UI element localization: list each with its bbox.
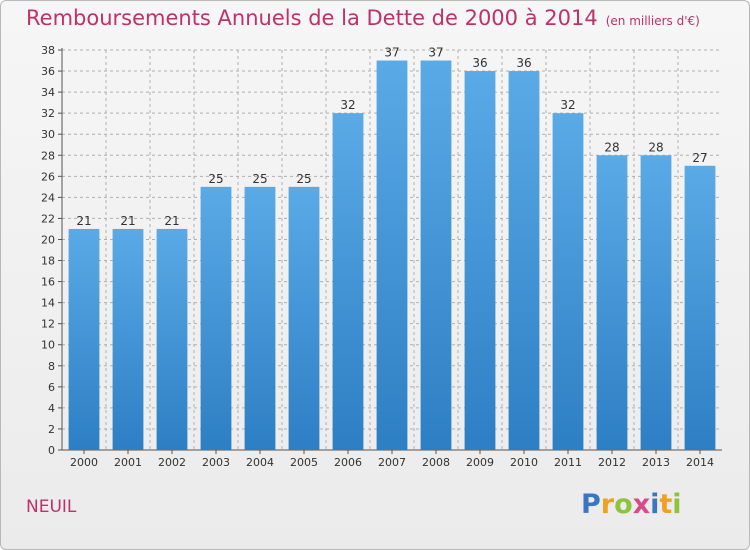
bar[interactable]: [156, 228, 188, 450]
y-tick-label: 18: [41, 255, 55, 268]
y-tick-label: 10: [41, 339, 55, 352]
label-layer: 21 2000 21 2001 21 2002 25 2003 25 2004 25 2005 32 20…: [70, 46, 714, 469]
y-tick-label: 20: [41, 233, 55, 246]
bar-layer: [68, 60, 716, 451]
x-tick-label: 2001: [114, 456, 142, 469]
bar-value-label: 27: [692, 151, 707, 165]
x-tick-label: 2009: [466, 456, 494, 469]
bar[interactable]: [552, 113, 584, 450]
y-tick-label: 32: [41, 107, 55, 120]
x-tick-label: 2008: [422, 456, 450, 469]
x-tick-label: 2013: [642, 456, 670, 469]
x-tick-label: 2005: [290, 456, 318, 469]
y-tick-label: 0: [48, 444, 55, 457]
proxiti-logo[interactable]: Proxiti: [581, 489, 682, 520]
y-tick-label: 6: [48, 381, 55, 394]
bar[interactable]: [68, 228, 100, 450]
x-tick-label: 2011: [554, 456, 582, 469]
x-tick-label: 2006: [334, 456, 362, 469]
city-name: NEUIL: [26, 497, 77, 517]
bar-value-label: 25: [296, 172, 311, 186]
bar[interactable]: [112, 228, 144, 450]
y-tick-label: 22: [41, 212, 55, 225]
bar-value-label: 36: [516, 56, 531, 70]
y-tick-label: 2: [48, 423, 55, 436]
y-tick-label: 28: [41, 149, 55, 162]
bar[interactable]: [420, 60, 452, 451]
y-tick-label: 8: [48, 360, 55, 373]
y-tick-label: 36: [41, 65, 55, 78]
bar-value-label: 28: [604, 140, 619, 154]
bar-value-label: 21: [164, 214, 179, 228]
x-tick-label: 2004: [246, 456, 274, 469]
bar-value-label: 32: [560, 98, 575, 112]
bar[interactable]: [332, 113, 364, 450]
y-tick-label: 38: [41, 44, 55, 57]
bar-value-label: 36: [472, 56, 487, 70]
bar-value-label: 21: [76, 214, 91, 228]
bar[interactable]: [464, 71, 496, 450]
x-tick-label: 2002: [158, 456, 186, 469]
x-tick-label: 2007: [378, 456, 406, 469]
bar-value-label: 37: [428, 46, 443, 60]
y-tick-label: 30: [41, 128, 55, 141]
y-tick-label: 16: [41, 276, 55, 289]
bar[interactable]: [200, 186, 232, 450]
x-tick-label: 2012: [598, 456, 626, 469]
x-tick-label: 2014: [686, 456, 714, 469]
bar[interactable]: [684, 165, 716, 450]
bar[interactable]: [244, 186, 276, 450]
bar[interactable]: [376, 60, 408, 451]
y-tick-label: 4: [48, 402, 55, 415]
bar[interactable]: [508, 71, 540, 450]
y-tick-label: 24: [41, 191, 55, 204]
x-tick-label: 2000: [70, 456, 98, 469]
bar-value-label: 37: [384, 46, 399, 60]
bar-value-label: 25: [252, 172, 267, 186]
y-tick-label: 12: [41, 318, 55, 331]
bar-value-label: 32: [340, 98, 355, 112]
bar[interactable]: [596, 155, 628, 450]
x-tick-label: 2003: [202, 456, 230, 469]
bar[interactable]: [288, 186, 320, 450]
y-tick-label: 26: [41, 170, 55, 183]
bar[interactable]: [640, 155, 672, 450]
y-tick-label: 34: [41, 86, 55, 99]
bar-value-label: 25: [208, 172, 223, 186]
bar-value-label: 28: [648, 140, 663, 154]
chart-subtitle: (en milliers d'€): [605, 14, 700, 28]
y-tick-label: 14: [41, 297, 55, 310]
x-tick-label: 2010: [510, 456, 538, 469]
chart-title: Remboursements Annuels de la Dette de 20…: [26, 6, 598, 30]
title-row: Remboursements Annuels de la Dette de 20…: [26, 6, 700, 30]
bar-value-label: 21: [120, 214, 135, 228]
